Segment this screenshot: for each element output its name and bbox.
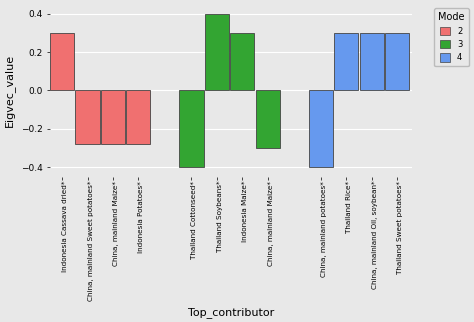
Bar	[385, 33, 409, 90]
Y-axis label: Eigvec_value: Eigvec_value	[4, 54, 15, 127]
Bar	[75, 90, 100, 144]
Bar	[179, 90, 203, 167]
X-axis label: Top_contributor: Top_contributor	[188, 307, 274, 318]
Bar	[360, 33, 384, 90]
Bar	[50, 33, 74, 90]
Bar	[126, 90, 150, 144]
Bar	[334, 33, 358, 90]
Bar	[101, 90, 125, 144]
Bar	[255, 90, 280, 148]
Bar	[205, 14, 229, 90]
Legend: 2, 3, 4: 2, 3, 4	[434, 8, 469, 66]
Bar	[230, 33, 255, 90]
Bar	[309, 90, 333, 167]
